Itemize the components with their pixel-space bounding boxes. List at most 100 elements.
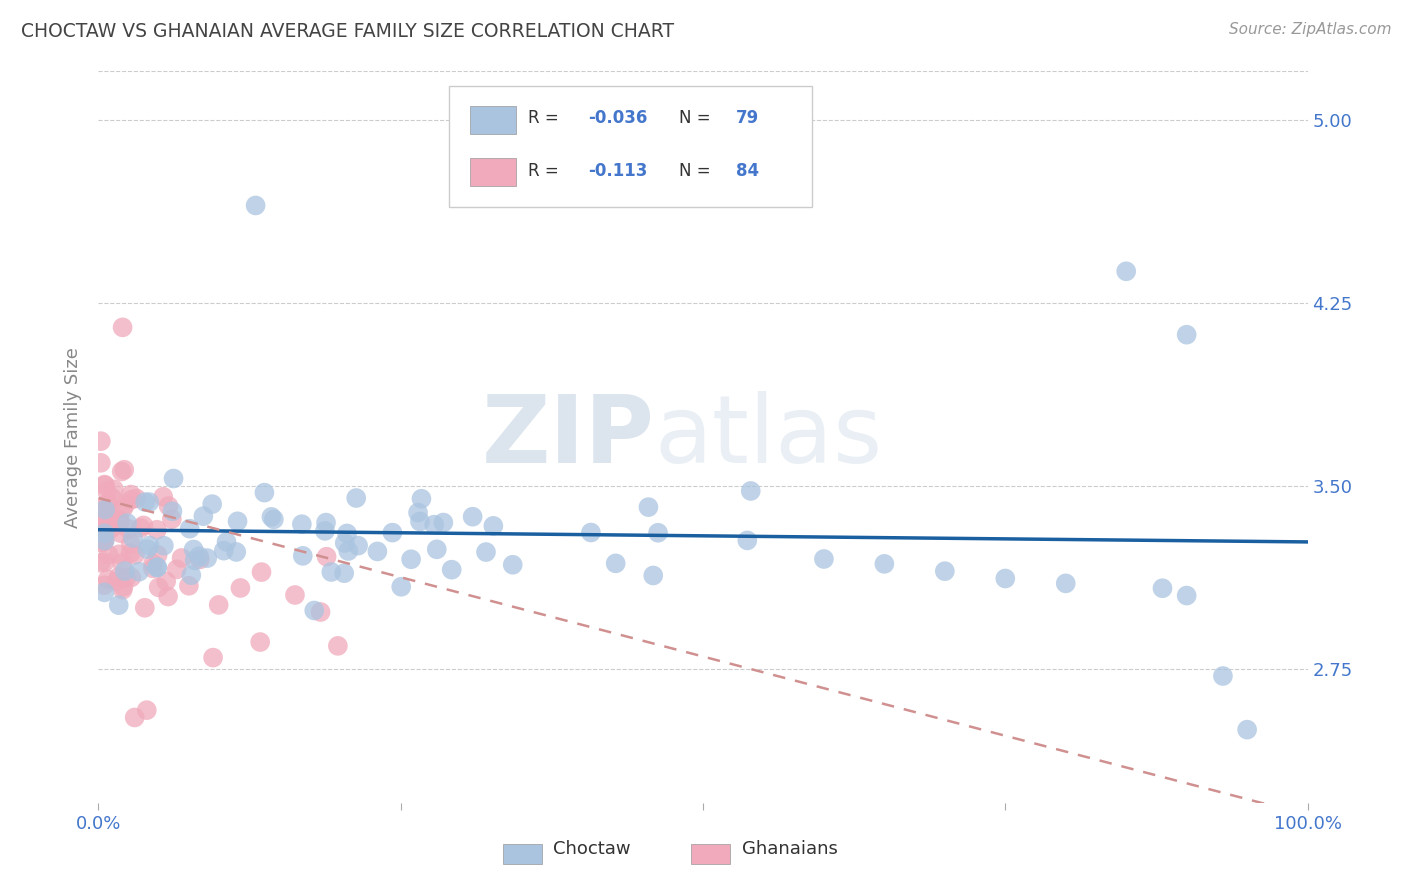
Point bbox=[108, 570, 131, 584]
Point bbox=[188, 552, 211, 566]
Point bbox=[202, 650, 225, 665]
Point bbox=[112, 580, 135, 594]
Text: N =: N = bbox=[679, 109, 710, 128]
Point bbox=[399, 552, 422, 566]
Text: R =: R = bbox=[527, 161, 558, 180]
Point bbox=[1175, 589, 1198, 603]
Point bbox=[90, 535, 112, 549]
Point bbox=[94, 555, 117, 569]
Point bbox=[212, 543, 235, 558]
Point bbox=[115, 571, 138, 585]
Point bbox=[125, 491, 148, 506]
Text: 79: 79 bbox=[735, 109, 759, 128]
Point bbox=[249, 635, 271, 649]
Text: R =: R = bbox=[527, 109, 558, 128]
Point bbox=[304, 603, 326, 617]
Point bbox=[97, 572, 120, 586]
Point bbox=[162, 471, 184, 485]
Point bbox=[101, 491, 124, 506]
Point bbox=[135, 703, 157, 717]
Point bbox=[146, 523, 169, 537]
Point bbox=[179, 522, 201, 536]
Point bbox=[170, 551, 193, 566]
Point bbox=[134, 600, 156, 615]
Point bbox=[134, 495, 156, 509]
Point bbox=[291, 549, 314, 563]
Point bbox=[253, 485, 276, 500]
Point bbox=[647, 525, 669, 540]
Point bbox=[157, 499, 180, 513]
Point bbox=[195, 551, 218, 566]
Point bbox=[155, 574, 177, 589]
Point bbox=[100, 509, 122, 524]
Point bbox=[136, 542, 159, 557]
Point bbox=[93, 477, 115, 491]
Point bbox=[201, 497, 224, 511]
Text: Source: ZipAtlas.com: Source: ZipAtlas.com bbox=[1229, 22, 1392, 37]
Point bbox=[643, 568, 665, 582]
FancyBboxPatch shape bbox=[470, 159, 516, 186]
Point bbox=[1236, 723, 1258, 737]
Point bbox=[740, 483, 762, 498]
Point bbox=[110, 526, 132, 541]
Point bbox=[326, 639, 349, 653]
Point bbox=[94, 478, 117, 492]
Text: Choctaw: Choctaw bbox=[553, 840, 631, 858]
Point bbox=[120, 537, 142, 551]
Point bbox=[97, 509, 120, 524]
Point bbox=[96, 483, 118, 498]
Point bbox=[115, 516, 138, 530]
Point bbox=[142, 561, 165, 575]
Point bbox=[162, 504, 184, 518]
Point bbox=[112, 501, 135, 516]
Point bbox=[263, 512, 285, 526]
FancyBboxPatch shape bbox=[470, 106, 516, 134]
Text: 84: 84 bbox=[735, 161, 759, 180]
Point bbox=[93, 533, 115, 547]
Point bbox=[260, 509, 283, 524]
Point bbox=[160, 512, 183, 526]
Point bbox=[129, 521, 152, 535]
Point bbox=[177, 579, 200, 593]
FancyBboxPatch shape bbox=[503, 844, 543, 864]
Point bbox=[120, 487, 142, 501]
Point bbox=[381, 525, 404, 540]
Point bbox=[120, 492, 142, 507]
Point bbox=[482, 519, 505, 533]
Point bbox=[502, 558, 524, 572]
Point bbox=[1175, 327, 1198, 342]
Point bbox=[873, 557, 896, 571]
Point bbox=[994, 572, 1017, 586]
Point bbox=[183, 553, 205, 567]
Point bbox=[336, 526, 359, 541]
Point bbox=[423, 517, 446, 532]
Point bbox=[107, 598, 129, 612]
Point bbox=[309, 605, 332, 619]
Point bbox=[315, 516, 337, 530]
Text: atlas: atlas bbox=[655, 391, 883, 483]
Point bbox=[344, 491, 367, 505]
Point bbox=[461, 509, 484, 524]
Point bbox=[409, 515, 432, 529]
Point bbox=[440, 563, 463, 577]
Point bbox=[314, 524, 336, 538]
Point bbox=[124, 710, 146, 724]
Point bbox=[94, 502, 117, 516]
Point bbox=[142, 557, 165, 571]
Point bbox=[93, 585, 115, 599]
Point bbox=[934, 564, 956, 578]
Point bbox=[146, 548, 169, 562]
Point bbox=[1115, 264, 1137, 278]
Point bbox=[111, 320, 134, 334]
Text: CHOCTAW VS GHANAIAN AVERAGE FAMILY SIZE CORRELATION CHART: CHOCTAW VS GHANAIAN AVERAGE FAMILY SIZE … bbox=[21, 22, 675, 41]
Text: Ghanaians: Ghanaians bbox=[742, 840, 838, 858]
Point bbox=[94, 533, 117, 548]
Point bbox=[93, 535, 115, 549]
Point bbox=[193, 509, 215, 524]
Point bbox=[93, 578, 115, 592]
Point bbox=[107, 513, 129, 527]
Text: -0.036: -0.036 bbox=[588, 109, 648, 128]
Point bbox=[90, 556, 112, 570]
Point bbox=[366, 544, 388, 558]
Point bbox=[114, 497, 136, 511]
